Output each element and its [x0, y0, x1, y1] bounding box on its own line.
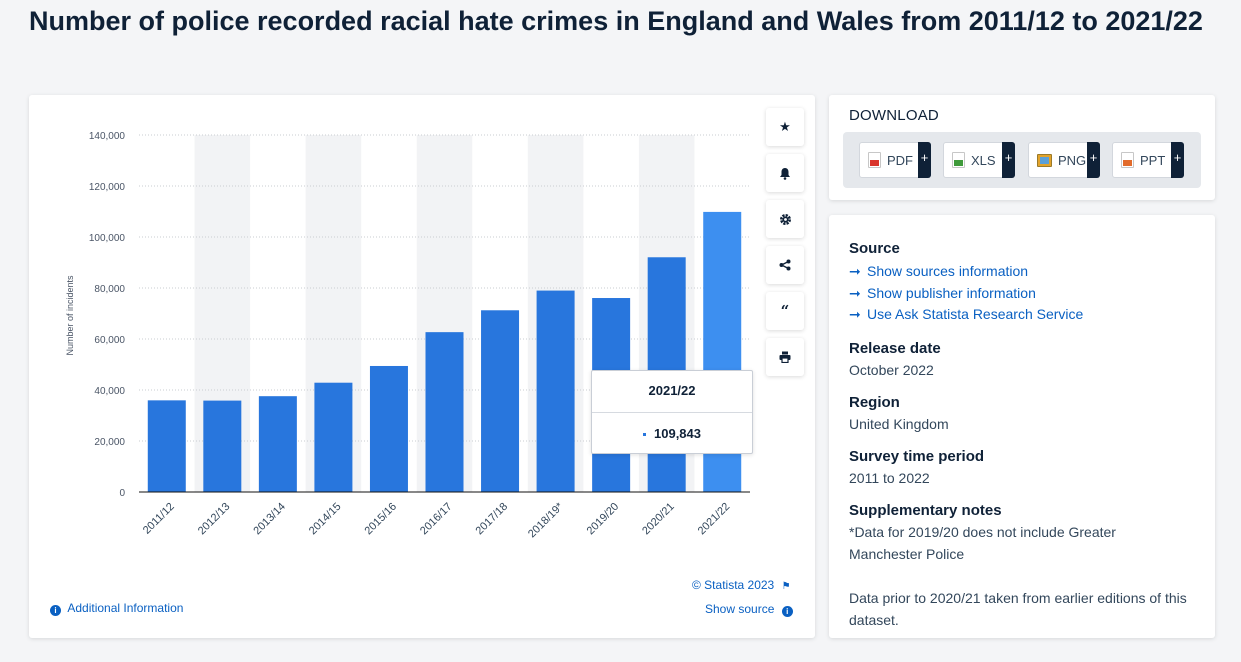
chart-tooltip: 2021/22 109,843 [591, 370, 753, 454]
y-tick-label: 80,000 [94, 284, 125, 295]
download-png-button[interactable]: PNG + [1028, 142, 1100, 178]
bar-chart: 0 20,000 40,000 60,000 80,000 100,000 120,000 1… [65, 131, 750, 540]
series-dot [643, 433, 646, 437]
source-title: Source [849, 240, 900, 257]
bar [369, 365, 408, 492]
supplementary-note-2: Data prior to 2020/21 taken from earlier… [849, 589, 1187, 628]
release-date-title: Release date [849, 339, 941, 357]
cite-button[interactable]: “ [766, 292, 804, 330]
favorite-button[interactable]: ★ [766, 108, 804, 146]
show-source-label: Show source [705, 602, 775, 616]
tooltip-label: 2021/22 [592, 371, 752, 413]
ppt-file-icon [1121, 152, 1134, 168]
download-card: DOWNLOAD PDF + XLS + PNG + PPT + [829, 95, 1215, 200]
star-icon: ★ [779, 119, 791, 134]
ppt-label: PPT [1140, 152, 1166, 168]
info-icon: i [50, 605, 61, 616]
settings-button[interactable] [766, 200, 804, 238]
bar [203, 400, 242, 492]
png-file-icon [1037, 153, 1052, 167]
chart-card: 0 20,000 40,000 60,000 80,000 100,000 120,000 1… [29, 95, 815, 638]
additional-information-label: Additional Information [67, 601, 184, 615]
download-ppt-button[interactable]: PPT + [1112, 142, 1184, 178]
pdf-file-icon [868, 152, 881, 168]
y-tick-label: 40,000 [94, 386, 125, 397]
gear-icon [779, 213, 791, 225]
x-tick-label: 2016/17 [418, 501, 455, 538]
survey-period-title: Survey time period [849, 447, 985, 465]
share-button[interactable] [766, 246, 804, 284]
x-tick-label: 2019/20 [585, 501, 622, 538]
supplementary-note-1: *Data for 2019/20 does not include Great… [849, 523, 1116, 562]
show-sources-label: Show sources information [867, 263, 1029, 279]
bell-icon [780, 167, 790, 180]
y-tick-label: 120,000 [89, 182, 126, 193]
y-tick-label: 140,000 [89, 131, 126, 142]
show-publisher-link[interactable]: ➞ Show publisher information [849, 283, 1189, 305]
x-tick-label: 2017/18 [474, 501, 511, 538]
tooltip-value: 109,843 [654, 426, 701, 441]
supplementary-notes-title: Supplementary notes [849, 501, 1002, 519]
bar [314, 382, 353, 492]
y-tick-label: 100,000 [89, 233, 126, 244]
show-publisher-label: Show publisher information [867, 284, 1036, 301]
plus-icon: + [918, 142, 931, 178]
region-title: Region [849, 393, 900, 411]
tooltip-value-row: 109,843 [592, 413, 752, 455]
ask-statista-label: Use Ask Statista Research Service [867, 306, 1084, 322]
y-tick-label: 20,000 [94, 437, 125, 448]
x-tick-label: 2015/16 [362, 501, 399, 538]
additional-information-link[interactable]: i Additional Information [50, 601, 183, 616]
x-tick-label: 2014/15 [307, 501, 344, 538]
page-title: Number of police recorded racial hate cr… [29, 6, 1203, 36]
y-tick-label: 60,000 [94, 335, 125, 346]
share-icon [779, 259, 791, 271]
y-tick-label: 0 [119, 488, 125, 499]
plus-icon: + [1002, 142, 1015, 178]
x-tick-label: 2011/12 [141, 501, 177, 537]
arrow-right-icon: ➞ [849, 284, 861, 301]
xls-label: XLS [971, 152, 996, 168]
x-tick-label: 2013/14 [251, 501, 288, 538]
x-tick-label: 2012/13 [196, 501, 233, 538]
x-tick-label: 2018/19* [526, 500, 566, 540]
show-source-link[interactable]: Show source i [705, 602, 793, 617]
download-bar: PDF + XLS + PNG + PPT + [843, 132, 1201, 188]
info-card: Source ➞ Show sources information ➞ Show p… [829, 215, 1215, 638]
credit-text: © Statista 2023 [692, 578, 775, 592]
info-icon: i [781, 606, 793, 617]
release-date-value: October 2022 [849, 361, 934, 378]
plus-icon: + [1171, 142, 1184, 178]
download-pdf-button[interactable]: PDF + [859, 142, 931, 178]
bar [147, 400, 186, 492]
arrow-right-icon: ➞ [849, 306, 861, 322]
print-icon [779, 351, 791, 363]
bar [258, 396, 297, 492]
plus-icon: + [1087, 142, 1100, 178]
survey-period-value: 2011 to 2022 [849, 469, 930, 486]
flag-icon: ⚑ [781, 581, 791, 592]
notification-button[interactable] [766, 154, 804, 192]
pdf-label: PDF [887, 152, 913, 168]
ask-statista-link[interactable]: ➞ Use Ask Statista Research Service [849, 304, 1189, 326]
show-sources-link[interactable]: ➞ Show sources information [849, 261, 1189, 283]
download-title: DOWNLOAD [849, 107, 939, 124]
statista-credit[interactable]: © Statista 2023 ⚑ [692, 578, 791, 592]
bar [536, 290, 575, 492]
quote-icon: “ [780, 302, 790, 320]
bar [481, 310, 520, 492]
arrow-right-icon: ➞ [849, 263, 861, 279]
xls-file-icon [952, 152, 965, 168]
print-button[interactable] [766, 338, 804, 376]
y-axis-label: Number of incidents [65, 275, 75, 356]
x-tick-label: 2021/22 [696, 501, 733, 538]
x-tick-label: 2020/21 [640, 501, 677, 538]
download-xls-button[interactable]: XLS + [943, 142, 1015, 178]
bar [425, 332, 464, 492]
png-label: PNG [1058, 152, 1087, 168]
region-value: United Kingdom [849, 415, 949, 432]
